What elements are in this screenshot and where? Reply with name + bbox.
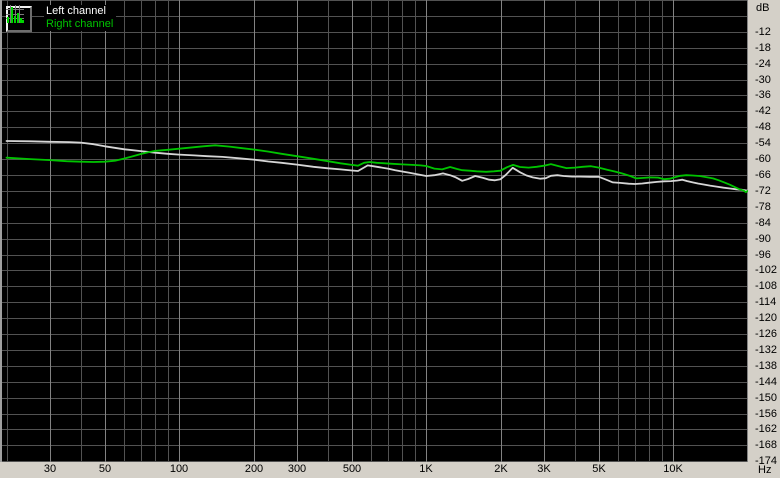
- db-tick-label: -36: [755, 89, 771, 102]
- db-tick-label: -132: [755, 343, 778, 356]
- db-tick-label: -12: [755, 25, 771, 38]
- frequency-tick-label: 500: [342, 463, 362, 475]
- plot-left-border: [0, 0, 2, 462]
- db-tick-label: -84: [755, 216, 771, 229]
- frequency-tick-label: 30: [43, 463, 57, 475]
- db-tick-label: -168: [755, 439, 778, 452]
- db-axis-unit-label: dB: [756, 2, 770, 14]
- frequency-axis: 30 50 100 200 300 500 1K 2K 3K 5K 10K: [0, 462, 748, 478]
- db-tick-label: -90: [755, 232, 771, 245]
- db-tick-label: -30: [755, 73, 771, 86]
- grid-lines: [0, 0, 748, 462]
- spectrum-thumbnail-glyph: [6, 5, 24, 23]
- db-tick-label: -18: [755, 41, 771, 54]
- spectrum-plot-area: Left channel Right channel: [0, 0, 748, 462]
- db-tick-label: -54: [755, 137, 771, 150]
- legend-left-channel-label: Left channel: [44, 5, 117, 18]
- db-tick-label: -24: [755, 57, 771, 70]
- db-tick-label: -162: [755, 423, 778, 436]
- frequency-tick-label: 1K: [419, 463, 433, 475]
- db-tick-label: -150: [755, 391, 778, 404]
- legend: Left channel Right channel: [6, 5, 117, 32]
- db-tick-label: -126: [755, 328, 778, 341]
- db-tick-label: -144: [755, 375, 778, 388]
- frequency-tick-label: 5K: [592, 463, 606, 475]
- right-channel-trace: [5, 144, 748, 194]
- db-tick-label: -48: [755, 121, 771, 134]
- frequency-tick-label: 100: [169, 463, 189, 475]
- hz-axis-unit-label: Hz: [758, 464, 772, 476]
- db-tick-label: -114: [755, 296, 777, 309]
- frequency-tick-label: 50: [98, 463, 112, 475]
- legend-right-channel-label: Right channel: [44, 18, 117, 31]
- db-tick-label: -60: [755, 153, 771, 166]
- left-channel-trace: [5, 140, 748, 192]
- db-tick-label: -42: [755, 105, 771, 118]
- db-tick-label: -120: [755, 312, 778, 325]
- frequency-tick-label: 3K: [537, 463, 551, 475]
- db-tick-label: -108: [755, 280, 778, 293]
- frequency-tick-label: 300: [287, 463, 307, 475]
- frequency-tick-label: 200: [244, 463, 264, 475]
- db-tick-label: -138: [755, 359, 778, 372]
- db-tick-label: -102: [755, 264, 778, 277]
- db-tick-label: -72: [755, 184, 771, 197]
- frequency-tick-label: 2K: [494, 463, 508, 475]
- db-tick-label: -174: [755, 455, 778, 468]
- db-tick-label: -96: [755, 248, 771, 261]
- db-tick-label: -66: [755, 168, 771, 181]
- frequency-tick-label: 10K: [663, 463, 683, 475]
- db-axis: dB Hz -12 -18 -24 -30 -36 -42 -48 -54 -60 -66 -72 -…: [748, 0, 780, 478]
- spectrum-thumbnail-icon[interactable]: [6, 5, 32, 32]
- db-tick-label: -156: [755, 407, 778, 420]
- db-tick-label: -78: [755, 200, 771, 213]
- spectrum-chart-canvas: [0, 0, 748, 462]
